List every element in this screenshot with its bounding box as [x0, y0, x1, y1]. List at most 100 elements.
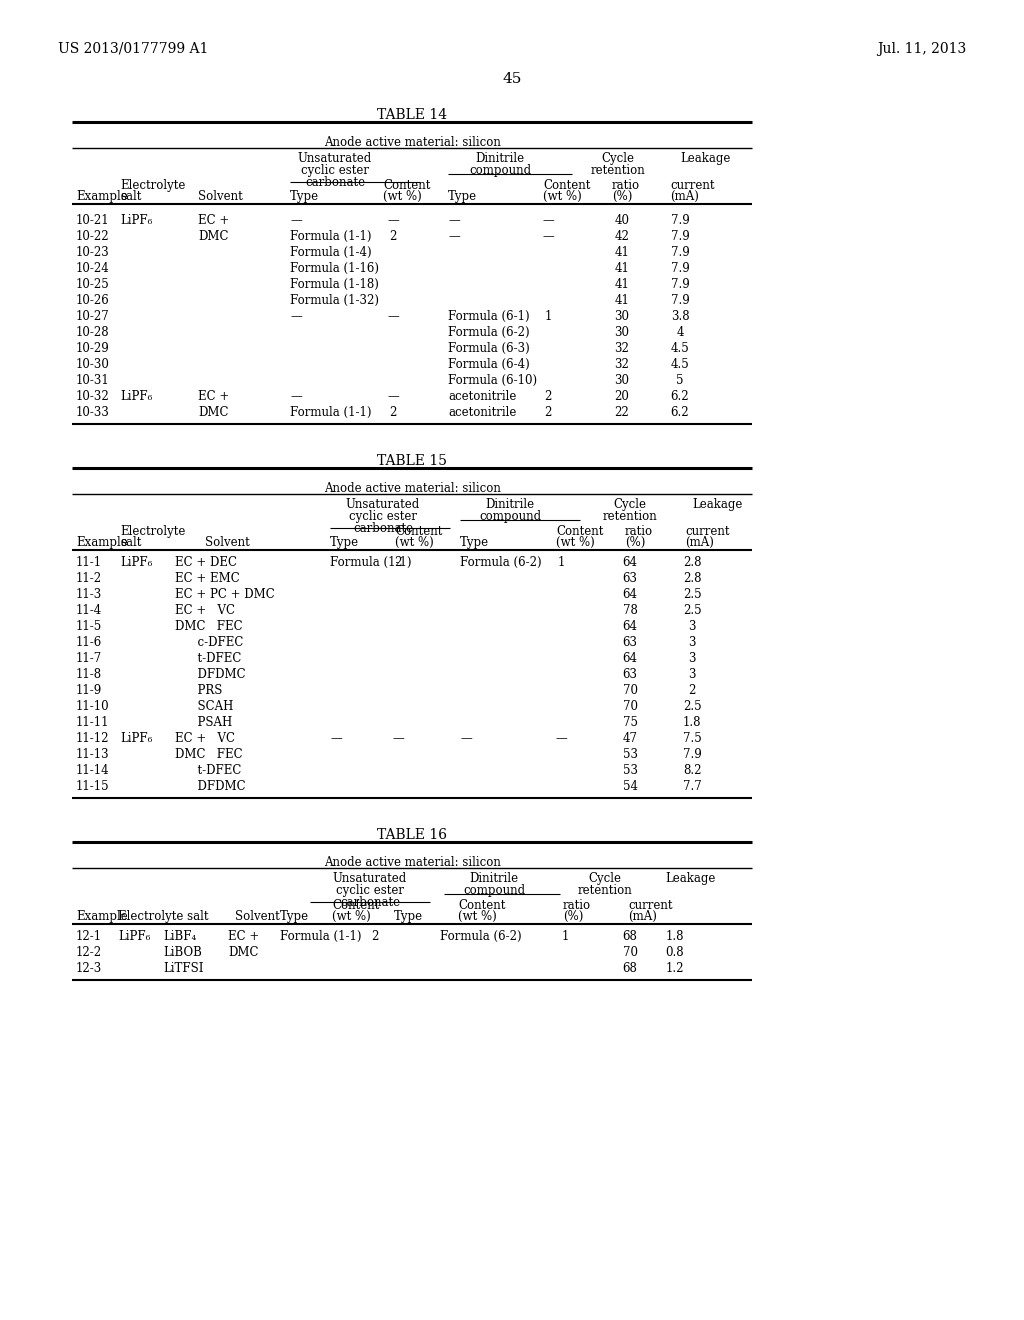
- Text: Anode active material: silicon: Anode active material: silicon: [324, 855, 501, 869]
- Text: 11-2: 11-2: [76, 572, 102, 585]
- Text: EC +: EC +: [198, 389, 229, 403]
- Text: 53: 53: [623, 748, 638, 762]
- Text: 10-21: 10-21: [76, 214, 110, 227]
- Text: 42: 42: [614, 230, 630, 243]
- Text: Cycle: Cycle: [613, 498, 646, 511]
- Text: Formula (6-10): Formula (6-10): [449, 374, 538, 387]
- Text: EC + EMC: EC + EMC: [175, 572, 240, 585]
- Text: 10-30: 10-30: [76, 358, 110, 371]
- Text: 8.2: 8.2: [683, 764, 701, 777]
- Text: Type: Type: [449, 190, 477, 203]
- Text: DMC   FEC: DMC FEC: [175, 620, 243, 634]
- Text: —: —: [392, 733, 403, 744]
- Text: current: current: [685, 525, 729, 539]
- Text: 32: 32: [614, 342, 630, 355]
- Text: Cycle: Cycle: [589, 873, 622, 884]
- Text: Content: Content: [332, 899, 379, 912]
- Text: 10-23: 10-23: [76, 246, 110, 259]
- Text: 11-11: 11-11: [76, 715, 110, 729]
- Text: Formula (1-16): Formula (1-16): [290, 261, 379, 275]
- Text: Type: Type: [330, 536, 359, 549]
- Text: —: —: [555, 733, 567, 744]
- Text: 20: 20: [614, 389, 630, 403]
- Text: 3.8: 3.8: [671, 310, 689, 323]
- Text: 1: 1: [557, 556, 564, 569]
- Text: cyclic ester: cyclic ester: [349, 510, 417, 523]
- Text: 11-4: 11-4: [76, 605, 102, 616]
- Text: Formula (1-1): Formula (1-1): [290, 407, 372, 418]
- Text: DFDMC: DFDMC: [175, 668, 246, 681]
- Text: (wt %): (wt %): [556, 536, 595, 549]
- Text: EC + DEC: EC + DEC: [175, 556, 237, 569]
- Text: 30: 30: [614, 326, 630, 339]
- Text: 1.8: 1.8: [666, 931, 684, 942]
- Text: current: current: [670, 180, 715, 191]
- Text: LiPF₆: LiPF₆: [120, 389, 153, 403]
- Text: (wt %): (wt %): [543, 190, 582, 203]
- Text: 41: 41: [614, 279, 630, 290]
- Text: Formula (1-1): Formula (1-1): [290, 230, 372, 243]
- Text: —: —: [387, 310, 399, 323]
- Text: 11-15: 11-15: [76, 780, 110, 793]
- Text: 7.7: 7.7: [683, 780, 701, 793]
- Text: EC +   VC: EC + VC: [175, 733, 234, 744]
- Text: 3: 3: [688, 620, 695, 634]
- Text: 11-10: 11-10: [76, 700, 110, 713]
- Text: 12-1: 12-1: [76, 931, 102, 942]
- Text: 6.2: 6.2: [671, 389, 689, 403]
- Text: —: —: [449, 214, 460, 227]
- Text: Unsaturated: Unsaturated: [346, 498, 420, 511]
- Text: 10-32: 10-32: [76, 389, 110, 403]
- Text: 75: 75: [623, 715, 638, 729]
- Text: ratio: ratio: [612, 180, 640, 191]
- Text: Content: Content: [556, 525, 603, 539]
- Text: ratio: ratio: [625, 525, 653, 539]
- Text: EC +: EC +: [228, 931, 259, 942]
- Text: 7.9: 7.9: [683, 748, 701, 762]
- Text: SCAH: SCAH: [175, 700, 233, 713]
- Text: 2.5: 2.5: [683, 587, 701, 601]
- Text: EC +: EC +: [198, 214, 229, 227]
- Text: 7.9: 7.9: [671, 279, 689, 290]
- Text: 12-3: 12-3: [76, 962, 102, 975]
- Text: Cycle: Cycle: [601, 152, 635, 165]
- Text: —: —: [330, 733, 342, 744]
- Text: 10-24: 10-24: [76, 261, 110, 275]
- Text: 41: 41: [614, 261, 630, 275]
- Text: DFDMC: DFDMC: [175, 780, 246, 793]
- Text: Leakage: Leakage: [680, 152, 730, 165]
- Text: 10-22: 10-22: [76, 230, 110, 243]
- Text: cyclic ester: cyclic ester: [336, 884, 404, 898]
- Text: 1.2: 1.2: [666, 962, 684, 975]
- Text: 7.5: 7.5: [683, 733, 701, 744]
- Text: LiBF₄: LiBF₄: [163, 931, 197, 942]
- Text: Content: Content: [395, 525, 442, 539]
- Text: 22: 22: [614, 407, 630, 418]
- Text: 3: 3: [688, 636, 695, 649]
- Text: 64: 64: [623, 620, 638, 634]
- Text: Electrolyte: Electrolyte: [120, 180, 185, 191]
- Text: Dinitrile: Dinitrile: [475, 152, 524, 165]
- Text: Formula (6-3): Formula (6-3): [449, 342, 529, 355]
- Text: 70: 70: [623, 700, 638, 713]
- Text: 10-26: 10-26: [76, 294, 110, 308]
- Text: acetonitrile: acetonitrile: [449, 407, 516, 418]
- Text: (mA): (mA): [628, 909, 656, 923]
- Text: 3: 3: [688, 668, 695, 681]
- Text: 10-25: 10-25: [76, 279, 110, 290]
- Text: 54: 54: [623, 780, 638, 793]
- Text: 11-14: 11-14: [76, 764, 110, 777]
- Text: 11-12: 11-12: [76, 733, 110, 744]
- Text: DMC: DMC: [198, 407, 228, 418]
- Text: 11-9: 11-9: [76, 684, 102, 697]
- Text: 2: 2: [372, 931, 379, 942]
- Text: 11-3: 11-3: [76, 587, 102, 601]
- Text: DMC   FEC: DMC FEC: [175, 748, 243, 762]
- Text: 2: 2: [545, 389, 552, 403]
- Text: 70: 70: [623, 684, 638, 697]
- Text: 2: 2: [394, 556, 401, 569]
- Text: TABLE 16: TABLE 16: [377, 828, 447, 842]
- Text: compound: compound: [469, 164, 531, 177]
- Text: 30: 30: [614, 310, 630, 323]
- Text: Formula (6-2): Formula (6-2): [449, 326, 529, 339]
